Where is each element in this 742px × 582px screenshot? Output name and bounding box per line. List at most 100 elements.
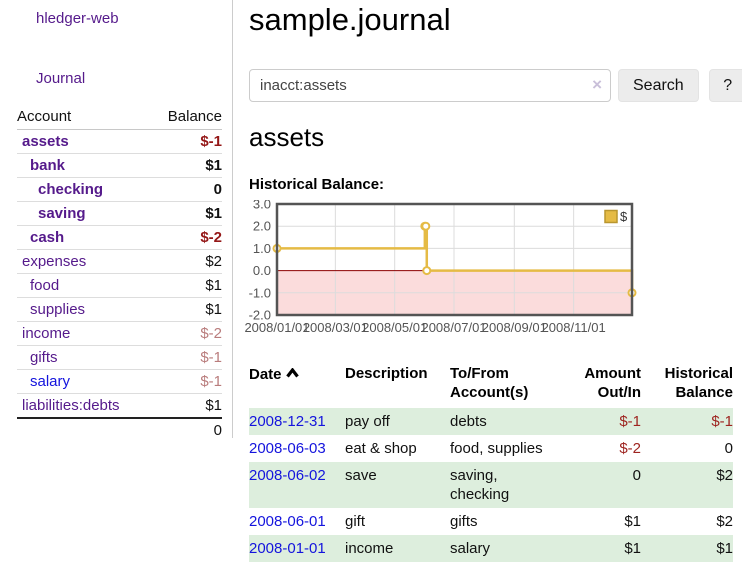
register-header-accounts: To/From Account(s) <box>450 365 529 401</box>
search-form: × Search ? <box>249 69 742 102</box>
chart-frame <box>275 202 634 317</box>
clear-search-icon[interactable]: × <box>592 75 602 94</box>
data-point-marker <box>421 221 431 231</box>
transaction-balance: $-1 <box>641 408 733 435</box>
transaction-description: save <box>345 462 450 508</box>
register-header-date[interactable]: Date <box>249 360 345 408</box>
account-row: supplies $1 <box>17 297 222 322</box>
account-link[interactable]: supplies <box>30 301 86 318</box>
register-header-description: Description <box>345 365 428 382</box>
chart-canvas: $3.0 2.0 1.0 0.0 -1.0 -2.02008/01/012008/03/0… <box>244 200 637 335</box>
account-balance: $-1 <box>151 345 222 370</box>
transaction-accounts: saving, checking <box>450 462 570 508</box>
chart-title: Historical Balance: <box>249 176 385 193</box>
account-link[interactable]: income <box>22 325 71 342</box>
account-balance: $1 <box>151 153 222 178</box>
transaction-amount: $1 <box>624 513 641 530</box>
account-balance: $1 <box>151 393 222 418</box>
account-link[interactable]: cash <box>30 229 65 246</box>
account-balance: $-2 <box>151 225 222 250</box>
accounts-header-account: Account <box>17 104 152 130</box>
transaction-date-link[interactable]: 2008-06-02 <box>249 467 326 484</box>
y-axis-tick-label: 2.0 <box>253 219 271 234</box>
data-point-marker <box>422 266 432 276</box>
transaction-accounts: debts <box>450 408 570 435</box>
transaction-date-link[interactable]: 2008-01-01 <box>249 540 326 557</box>
account-balance: 0 <box>151 177 222 202</box>
app-brand-link[interactable]: hledger-web <box>36 10 119 27</box>
transaction-amount: $-1 <box>570 408 641 435</box>
account-row: assets $-1 <box>17 130 222 154</box>
account-row: cash $-2 <box>17 225 222 250</box>
transaction-description: gift <box>345 513 366 530</box>
transaction-date-link[interactable]: 2008-12-31 <box>249 413 326 430</box>
account-link[interactable]: checking <box>38 181 104 198</box>
account-balance: $1 <box>151 273 222 298</box>
account-row: bank $1 <box>17 153 222 178</box>
y-axis-tick-label: 0.0 <box>253 263 271 278</box>
page-title: sample.journal <box>249 2 451 37</box>
account-balance: $-1 <box>200 133 222 150</box>
transaction-amount: $-2 <box>619 440 641 457</box>
account-row: liabilities:debts $1 <box>17 393 222 418</box>
account-balance: $-2 <box>151 321 222 346</box>
transaction-amount: $1 <box>570 535 641 562</box>
register-row[interactable]: 2008-12-31 pay off debts $-1 $-1 <box>249 408 733 435</box>
account-row: expenses $2 <box>17 249 222 274</box>
account-row: saving $1 <box>17 201 222 226</box>
transaction-date-link[interactable]: 2008-06-03 <box>249 440 326 457</box>
account-link[interactable]: saving <box>38 205 86 222</box>
register-row[interactable]: 2008-06-03 eat & shop food, supplies $-2 0 <box>249 435 733 462</box>
historical-balance-chart: $3.0 2.0 1.0 0.0 -1.0 -2.0 2008/01/01 2008/03/0… <box>244 200 714 342</box>
transaction-accounts: gifts <box>450 513 478 530</box>
y-axis-tick-label: -1.0 <box>249 285 271 300</box>
account-row: salary $-1 <box>17 369 222 394</box>
register-header-amount: Amount Out/In <box>584 365 641 401</box>
sidebar: hledger-web Journal Account Balance asse… <box>0 0 233 442</box>
transaction-description: income <box>345 535 450 562</box>
transaction-balance: $1 <box>641 535 733 562</box>
transaction-balance: $2 <box>641 462 733 508</box>
account-balance: $2 <box>151 249 222 274</box>
account-link[interactable]: expenses <box>22 253 87 270</box>
transaction-date-link[interactable]: 2008-06-01 <box>249 513 326 530</box>
register-header-balance: Historical Balance <box>664 365 733 401</box>
accounts-total-row: 0 <box>17 417 222 442</box>
account-link[interactable]: salary <box>30 373 71 390</box>
account-link[interactable]: assets <box>22 133 69 150</box>
account-link[interactable]: bank <box>30 157 66 174</box>
register-header-row: Date Description To/From Account(s) Amoun… <box>249 360 733 408</box>
x-axis-tick-label: 2008/11/01 <box>542 320 606 335</box>
x-axis-tick-label: 2008/03/01 <box>303 320 368 335</box>
account-row: food $1 <box>17 273 222 298</box>
account-balance: $1 <box>151 201 222 226</box>
transaction-description: pay off <box>345 408 450 435</box>
transaction-balance: $2 <box>716 513 733 530</box>
accounts-header-balance: Balance <box>151 104 222 130</box>
account-row: gifts $-1 <box>17 345 222 370</box>
search-button[interactable]: Search <box>618 69 699 102</box>
legend-label: $ <box>620 209 628 224</box>
y-axis-tick-label: -2.0 <box>249 308 271 323</box>
x-axis-tick-label: 2008/07/01 <box>421 320 486 335</box>
x-axis-tick-label: 2008/05/01 <box>362 320 427 335</box>
account-balance: $1 <box>151 297 222 322</box>
account-row: income $-2 <box>17 321 222 346</box>
account-link[interactable]: gifts <box>30 349 58 366</box>
transaction-description: eat & shop <box>345 440 417 457</box>
transaction-accounts: food, supplies <box>450 440 543 457</box>
accounts-total-value: 0 <box>151 417 222 442</box>
y-axis-tick-label: 1.0 <box>253 241 271 256</box>
register-row[interactable]: 2008-06-02 save saving, checking 0 $2 <box>249 462 733 508</box>
account-link[interactable]: liabilities:debts <box>22 397 120 414</box>
search-input[interactable] <box>249 69 611 102</box>
account-row: checking 0 <box>17 177 222 202</box>
nav-journal-link[interactable]: Journal <box>36 70 86 87</box>
account-link[interactable]: food <box>30 277 60 294</box>
register-row[interactable]: 2008-01-01 income salary $1 $1 <box>249 535 733 562</box>
transaction-balance: 0 <box>724 440 733 457</box>
register-row[interactable]: 2008-06-01 gift gifts $1 $2 <box>249 508 733 535</box>
accounts-table: Account Balance assets $-1 bank $1 checking 0… <box>17 104 222 442</box>
help-button[interactable]: ? <box>708 69 742 102</box>
legend-swatch <box>604 209 618 224</box>
